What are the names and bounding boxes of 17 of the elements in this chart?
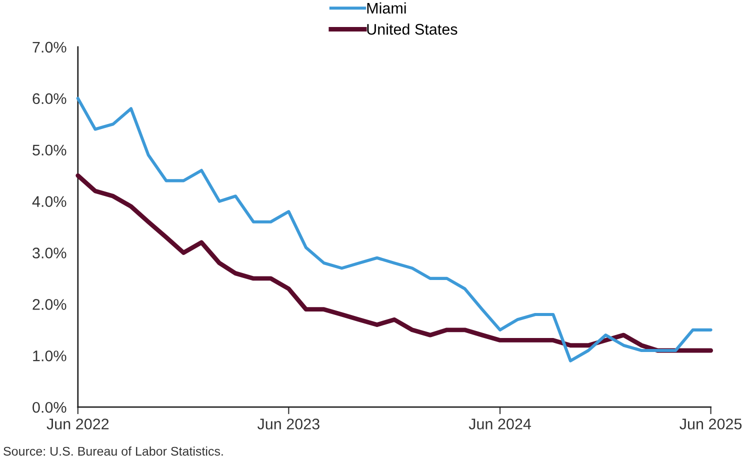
line-series (76, 96, 712, 362)
y-tick-label: 1.0% (33, 350, 66, 362)
y-tick-label: 4.0% (32, 196, 66, 207)
x-tick-label: Jun 2025 (680, 418, 742, 430)
y-tick-label: 6.0% (32, 93, 66, 104)
x-tick-label: Jun 2024 (468, 418, 532, 430)
legend-label: Miami (367, 2, 406, 14)
line-series (76, 173, 714, 353)
y-tick-label: 3.0% (32, 248, 66, 258)
y-tick-label: 0.0% (32, 402, 66, 413)
y-tick-label: 5.0% (32, 144, 66, 156)
y-tick-label: 7.0% (32, 42, 66, 53)
y-tick-label: 2.0% (32, 299, 66, 310)
source-note: Source: U.S. Bureau of Labor Statistics. (4, 446, 223, 456)
legend-label: United States (367, 24, 458, 35)
x-tick-label: Jun 2022 (46, 418, 109, 430)
x-tick-label: Jun 2023 (257, 418, 320, 430)
